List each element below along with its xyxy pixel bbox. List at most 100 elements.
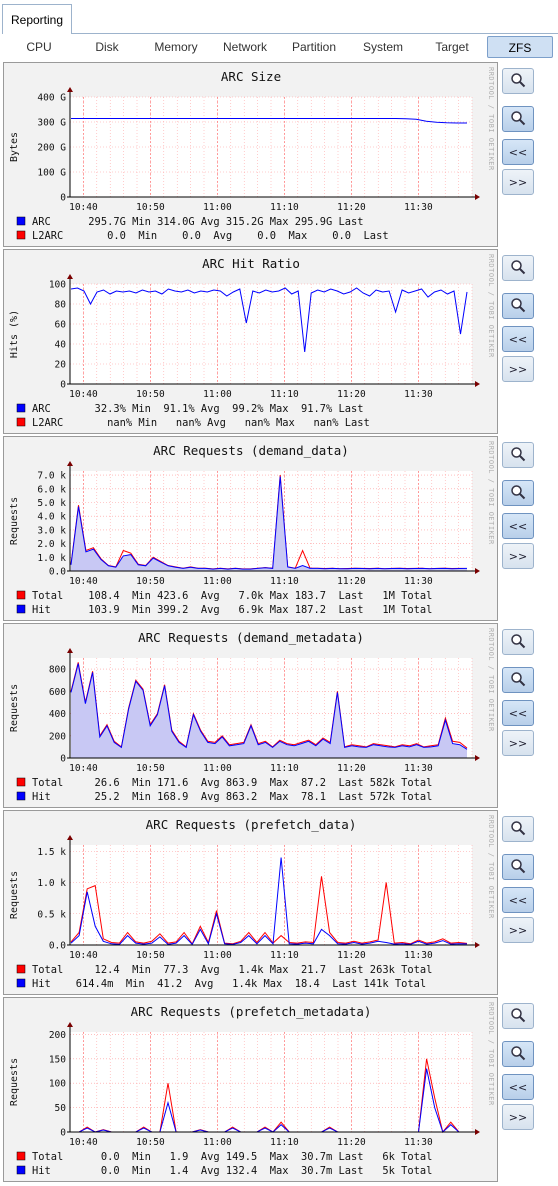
double-chevron-left-icon: << [508, 706, 528, 720]
forward-button[interactable]: >> [502, 356, 534, 382]
y-tick-label: 50 [55, 1103, 67, 1114]
double-chevron-right-icon: >> [508, 1110, 528, 1124]
x-tick-label: 11:10 [270, 1137, 299, 1148]
tab-reporting[interactable]: Reporting [2, 4, 72, 34]
forward-button[interactable]: >> [502, 1104, 534, 1130]
y-tick-label: 6.0 k [37, 484, 66, 495]
zoom-in-button[interactable] [502, 442, 534, 468]
forward-button[interactable]: >> [502, 169, 534, 195]
rrdtool-watermark: RRDTOOL / TOBI OETIKER [487, 1002, 495, 1106]
graph-canvas: ARC Size Bytes 400 G 300 G 200 G 100 G 010:40 1… [9, 69, 480, 242]
legend-swatch [16, 417, 26, 427]
x-tick-label: 11:10 [270, 950, 299, 961]
zoom-out-button[interactable] [502, 854, 534, 880]
y-tick-label: 40 [55, 340, 67, 351]
x-tick-label: 11:00 [203, 576, 232, 587]
x-tick-label: 10:40 [69, 576, 98, 587]
y-axis-label: Requests [9, 684, 20, 732]
legend-entry: Total 12.4 Min 77.3 Avg 1.4k Max 21.7 La… [32, 964, 432, 976]
magnifier-minus-icon [510, 1045, 526, 1064]
legend-entry: L2ARC 0.0 Min 0.0 Avg 0.0 Max 0.0 Last [32, 230, 389, 242]
subtab-zfs[interactable]: ZFS [487, 36, 553, 58]
y-tick-label: 400 G [37, 93, 66, 104]
forward-button[interactable]: >> [502, 543, 534, 569]
zoom-in-button[interactable] [502, 629, 534, 655]
y-tick-label: 20 [55, 360, 67, 371]
back-button[interactable]: << [502, 1074, 534, 1100]
zoom-in-button[interactable] [502, 816, 534, 842]
double-chevron-right-icon: >> [508, 175, 528, 189]
tab-divider [72, 33, 558, 34]
legend-entry: ARC 32.3% Min 91.1% Avg 99.2% Max 91.7% … [32, 403, 364, 415]
legend-swatch [16, 791, 26, 801]
legend-swatch [16, 216, 26, 226]
y-tick-label: 0.0 [49, 941, 66, 952]
legend-swatch [16, 590, 26, 600]
subtab-system[interactable]: System [362, 40, 403, 54]
y-tick-label: 4.0 k [37, 512, 66, 523]
y-tick-label: 800 [49, 665, 66, 676]
series-line-hit [70, 857, 468, 946]
legend-entry: Hit 0.0 Min 1.4 Avg 132.4 Max 30.7m Last… [32, 1165, 432, 1177]
zoom-out-button[interactable] [502, 293, 534, 319]
back-button[interactable]: << [502, 887, 534, 913]
rrdtool-watermark: RRDTOOL / TOBI OETIKER [487, 441, 495, 545]
back-button[interactable]: << [502, 700, 534, 726]
legend-swatch [16, 403, 26, 413]
y-tick-label: 3.0 k [37, 525, 66, 536]
x-tick-label: 10:50 [136, 576, 165, 587]
graph-canvas: ARC Hit Ratio Hits (%) 100 80 60 40 20 010:40 10… [9, 256, 480, 429]
back-button[interactable]: << [502, 326, 534, 352]
magnifier-plus-icon [510, 633, 526, 652]
rrdtool-watermark: RRDTOOL / TOBI OETIKER [487, 628, 495, 732]
y-tick-label: 5.0 k [37, 498, 66, 509]
legend-entry: ARC 295.7G Min 314.0G Avg 315.2G Max 295… [32, 216, 364, 228]
graph-canvas: ARC Requests (demand_data) Requests 7.0 k 6… [9, 443, 480, 616]
forward-button[interactable]: >> [502, 917, 534, 943]
rrdtool-watermark: RRDTOOL / TOBI OETIKER [487, 67, 495, 171]
x-tick-label: 11:20 [337, 1137, 366, 1148]
zoom-out-button[interactable] [502, 667, 534, 693]
x-tick-label: 10:50 [136, 763, 165, 774]
graph-canvas: ARC Requests (prefetch_data) Requests 1.5 … [9, 817, 480, 990]
series-line-total [70, 662, 468, 749]
y-tick-label: 1.5 k [37, 847, 66, 858]
back-button[interactable]: << [502, 513, 534, 539]
forward-button[interactable]: >> [502, 730, 534, 756]
double-chevron-right-icon: >> [508, 923, 528, 937]
zoom-out-button[interactable] [502, 480, 534, 506]
series-line-hit [70, 663, 468, 750]
x-tick-label: 11:00 [203, 389, 232, 400]
subtab-network[interactable]: Network [222, 40, 267, 54]
x-tick-label: 11:00 [203, 1137, 232, 1148]
zoom-in-button[interactable] [502, 68, 534, 94]
zoom-in-button[interactable] [502, 255, 534, 281]
double-chevron-left-icon: << [508, 1080, 528, 1094]
zoom-out-button[interactable] [502, 106, 534, 132]
y-tick-label: 300 G [37, 118, 66, 129]
subtab-disk[interactable]: Disk [95, 40, 119, 54]
graph-title: ARC Hit Ratio [202, 256, 300, 271]
magnifier-minus-icon [510, 858, 526, 877]
graph-title: ARC Requests (demand_data) [153, 443, 349, 458]
zoom-out-button[interactable] [502, 1041, 534, 1067]
x-tick-label: 10:50 [136, 1137, 165, 1148]
subtab-memory[interactable]: Memory [154, 40, 198, 54]
rrdtool-watermark: RRDTOOL / TOBI OETIKER [487, 254, 495, 358]
magnifier-plus-icon [510, 72, 526, 91]
back-button[interactable]: << [502, 139, 534, 165]
zoom-in-button[interactable] [502, 1003, 534, 1029]
x-tick-label: 11:00 [203, 202, 232, 213]
magnifier-minus-icon [510, 110, 526, 129]
y-tick-label: 2.0 k [37, 539, 66, 550]
graph-panel: ARC Requests (demand_metadata) Requests 80… [3, 623, 498, 808]
subtab-partition[interactable]: Partition [291, 40, 337, 54]
x-tick-label: 11:10 [270, 763, 299, 774]
graph-title: ARC Requests (demand_metadata) [138, 630, 364, 645]
graph-panel: ARC Requests (demand_data) Requests 7.0 k 6… [3, 436, 498, 621]
x-tick-label: 11:20 [337, 202, 366, 213]
magnifier-plus-icon [510, 1007, 526, 1026]
subtab-target[interactable]: Target [435, 40, 469, 54]
subtab-cpu[interactable]: CPU [26, 40, 52, 54]
x-tick-label: 11:10 [270, 389, 299, 400]
